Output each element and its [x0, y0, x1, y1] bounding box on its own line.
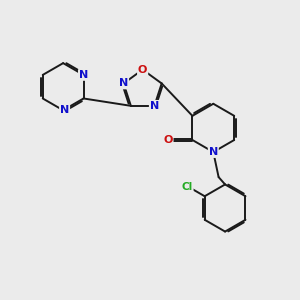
- Text: O: O: [163, 135, 172, 145]
- Text: N: N: [150, 101, 159, 111]
- Text: O: O: [138, 64, 147, 75]
- Text: N: N: [119, 79, 128, 88]
- Text: N: N: [209, 147, 218, 157]
- Text: N: N: [60, 105, 69, 115]
- Text: Cl: Cl: [182, 182, 193, 192]
- Text: N: N: [79, 70, 88, 80]
